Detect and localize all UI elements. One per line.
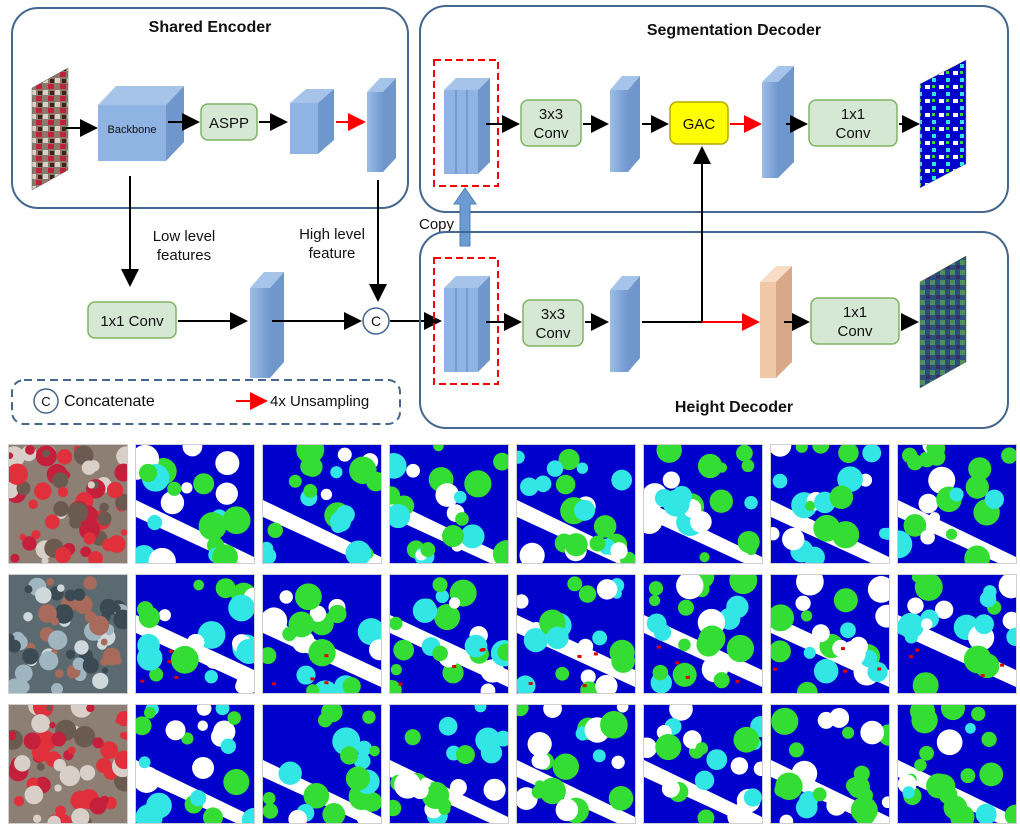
seg-upsampled-feature-slab bbox=[762, 66, 794, 178]
shared-encoder-frame bbox=[11, 7, 409, 209]
prediction-map bbox=[643, 574, 763, 694]
prediction-map bbox=[135, 574, 255, 694]
segmentation-output-image bbox=[919, 59, 967, 189]
input-aerial-image bbox=[8, 704, 128, 824]
prediction-map bbox=[262, 444, 382, 564]
height-conv1x1-label-line2: Conv bbox=[837, 323, 873, 340]
seg-conv3x3-label-line2: Conv bbox=[533, 125, 569, 142]
low-level-label-line1: Low level bbox=[153, 228, 216, 245]
backbone-cube bbox=[98, 86, 184, 161]
conv1x1-low-label: 1x1 Conv bbox=[100, 313, 164, 330]
prediction-map bbox=[516, 704, 636, 824]
aspp-box bbox=[200, 103, 258, 141]
aspp-feature-cube bbox=[290, 89, 334, 154]
height-decoder-title: Height Decoder bbox=[675, 399, 793, 416]
height-conv3x3-box bbox=[522, 299, 584, 347]
high-level-label-line2: feature bbox=[309, 245, 356, 262]
seg-conv1x1-label-line1: 1x1 bbox=[841, 106, 865, 123]
gac-box bbox=[669, 101, 729, 145]
segmentation-decoder-frame bbox=[419, 5, 1009, 213]
seg-conv3x3-label-line1: 3x3 bbox=[539, 106, 563, 123]
legend-concat-symbol: C bbox=[41, 394, 50, 409]
prediction-map bbox=[770, 704, 890, 824]
gac-label: GAC bbox=[683, 116, 716, 133]
prediction-map bbox=[897, 704, 1017, 824]
height-output-image bbox=[919, 255, 967, 389]
prediction-map bbox=[643, 704, 763, 824]
legend-concat-label: Concatenate bbox=[64, 393, 155, 410]
prediction-map bbox=[262, 704, 382, 824]
aspp-label: ASPP bbox=[209, 115, 249, 132]
prediction-map bbox=[135, 444, 255, 564]
low-level-feature-slab bbox=[250, 272, 284, 378]
prediction-map bbox=[516, 574, 636, 694]
input-aerial-image bbox=[8, 444, 128, 564]
prediction-map bbox=[389, 444, 509, 564]
results-grid bbox=[0, 440, 1020, 839]
input-image-parallelogram bbox=[31, 67, 69, 191]
legend-upsample-label: 4x Unsampling bbox=[270, 393, 369, 410]
legend-concat-icon bbox=[33, 388, 59, 414]
seg-input-feature-stack bbox=[444, 78, 490, 174]
seg-conv1x1-box bbox=[808, 99, 898, 147]
prediction-map bbox=[262, 574, 382, 694]
seg-mid-feature-slab bbox=[610, 76, 640, 172]
height-conv3x3-label-line2: Conv bbox=[535, 325, 571, 342]
prediction-map bbox=[389, 704, 509, 824]
prediction-map bbox=[897, 574, 1017, 694]
input-aerial-image bbox=[8, 574, 128, 694]
architecture-diagram: Shared Encoder Backbone ASPP Low level f… bbox=[11, 5, 1009, 429]
seg-conv1x1-label-line2: Conv bbox=[835, 125, 871, 142]
high-level-feature-slab bbox=[367, 78, 396, 172]
concat-symbol: C bbox=[371, 313, 381, 329]
low-level-label-line2: features bbox=[157, 247, 211, 264]
height-conv1x1-box bbox=[810, 297, 900, 345]
conv1x1-low-box bbox=[87, 301, 177, 339]
concat-node bbox=[362, 307, 390, 335]
prediction-map bbox=[516, 444, 636, 564]
prediction-map bbox=[643, 444, 763, 564]
copy-arrow bbox=[453, 187, 477, 247]
legend-box bbox=[11, 379, 401, 425]
shared-encoder-title: Shared Encoder bbox=[149, 19, 272, 36]
prediction-map bbox=[770, 444, 890, 564]
seg-conv3x3-box bbox=[520, 99, 582, 147]
height-conv1x1-label-line1: 1x1 bbox=[843, 304, 867, 321]
high-level-label-line1: High level bbox=[299, 226, 365, 243]
prediction-map bbox=[135, 704, 255, 824]
prediction-map bbox=[770, 574, 890, 694]
prediction-map bbox=[389, 574, 509, 694]
backbone-label: Backbone bbox=[108, 124, 157, 136]
height-decoder-frame bbox=[419, 231, 1009, 429]
copy-label: Copy bbox=[419, 216, 455, 233]
height-input-feature-stack bbox=[444, 276, 490, 372]
prediction-map bbox=[897, 444, 1017, 564]
height-mid-feature-slab bbox=[610, 276, 640, 372]
segmentation-decoder-title: Segmentation Decoder bbox=[647, 22, 821, 39]
height-conv3x3-label-line1: 3x3 bbox=[541, 306, 565, 323]
